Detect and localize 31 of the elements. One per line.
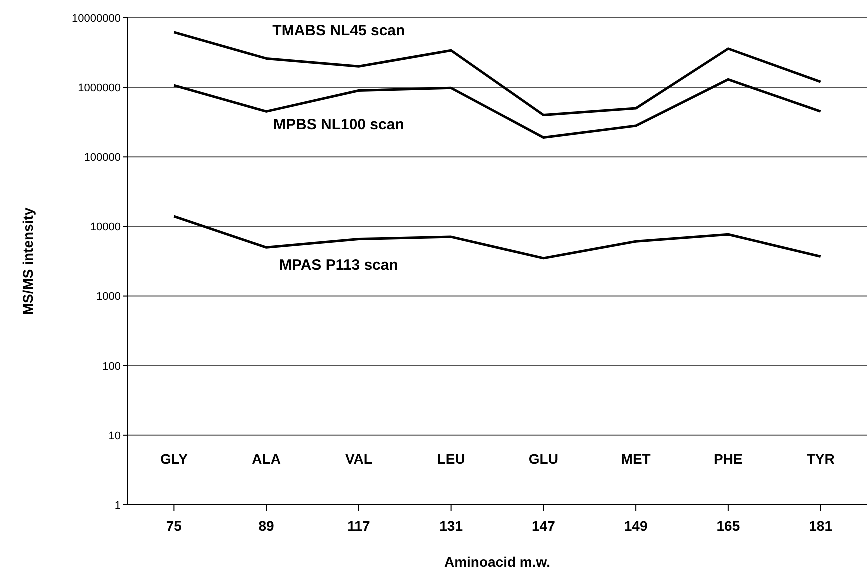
x-tick-label: 89 — [258, 518, 275, 534]
annotation: VAL — [345, 450, 373, 467]
x-tick-label: 149 — [624, 518, 648, 534]
y-tick-label: 100000 — [84, 152, 121, 164]
series-label: TMABS NL45 scan — [272, 22, 406, 40]
y-axis-title: MS/MS intensity — [20, 208, 36, 316]
series-label: MPBS NL100 scan — [273, 116, 404, 134]
x-axis-title: Aminoacid m.w. — [444, 554, 551, 570]
x-tick-label: 181 — [809, 518, 833, 534]
y-tick-label: 1000000 — [78, 82, 121, 94]
series-label: MPAS P113 scan — [279, 257, 398, 274]
annotation: GLU — [528, 450, 558, 467]
annotation: ALA — [252, 450, 281, 467]
line-series — [172, 215, 822, 260]
x-tick-label: 75 — [166, 518, 182, 534]
y-tick-label: 1000 — [96, 291, 121, 304]
y-tick-label: 10000 — [90, 222, 121, 234]
annotation: TYR — [806, 450, 835, 467]
y-tick-label: 100 — [102, 360, 121, 373]
x-tick-label: 131 — [440, 518, 464, 534]
y-tick-label: 10000000 — [72, 12, 121, 25]
annotation: GLY — [160, 450, 189, 467]
x-tick-label: 117 — [348, 518, 370, 534]
line-series — [172, 78, 822, 139]
x-tick-label: 147 — [532, 518, 556, 534]
y-tick-label: 1 — [114, 500, 121, 512]
x-tick-label: 165 — [716, 518, 740, 534]
annotation: MET — [621, 450, 652, 467]
annotation: PHE — [714, 450, 743, 467]
y-tick-label: 10 — [108, 430, 121, 442]
annotation: LEU — [437, 450, 466, 467]
